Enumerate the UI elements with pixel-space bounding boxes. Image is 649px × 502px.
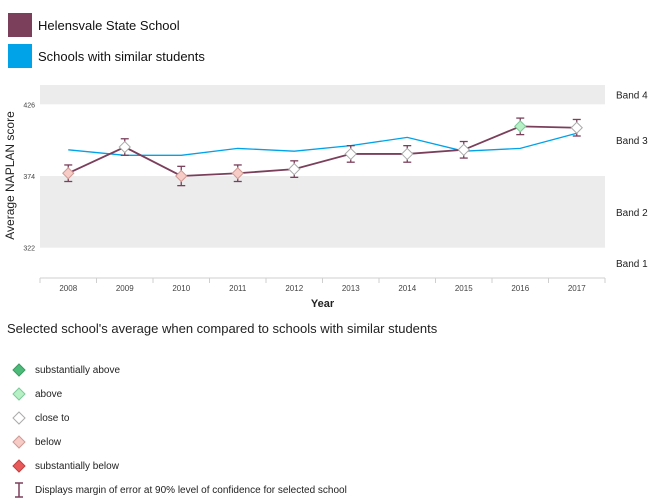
y-tick-label: 322 [23,246,35,253]
key-label: above [35,388,63,400]
x-tick-label: 2017 [568,284,586,293]
x-tick-label: 2012 [285,284,303,293]
key-title: Selected school's average when compared … [7,321,438,336]
naplan-line-chart: Band 4 Band 3 Band 2 Band 1 2008 2009 2010 2011… [3,85,648,310]
x-tick-label: 2009 [116,284,134,293]
diamond-icon [10,361,28,379]
legend-label-similar: Schools with similar students [38,48,205,64]
legend-item-school: Helensvale State School [8,12,205,38]
y-tick-label: 374 [23,174,35,181]
legend-swatch-school [8,13,32,37]
key-item-close-to: close to [10,406,347,430]
key-label: Displays margin of error at 90% level of… [35,484,347,496]
band-label: Band 1 [616,259,648,270]
error-bar-icon [10,481,28,499]
x-tick-label: 2011 [229,284,247,293]
data-point-diamond [175,169,188,183]
band-label: Band 3 [616,136,648,147]
data-point-diamond [514,120,527,133]
chart-legend: Helensvale State School Schools with sim… [8,12,205,74]
key-item-above: above [10,382,347,406]
legend-swatch-similar [8,44,32,68]
x-tick-label: 2016 [511,284,529,293]
x-tick-label: 2010 [172,284,190,293]
legend-item-similar: Schools with similar students [8,43,205,69]
key-label: substantially above [35,364,121,376]
data-point-diamond [288,162,301,176]
data-point-diamond [570,121,583,134]
data-point-diamond [401,147,414,161]
x-tick-label: 2014 [398,284,416,293]
band-label: Band 4 [616,91,648,102]
diamond-icon [10,409,28,427]
key-item-substantially-above: substantially above [10,358,347,382]
key-item-substantially-below: substantially below [10,454,347,478]
series-line-school [67,125,577,177]
series-line-similar-schools [68,132,577,156]
legend-label-school: Helensvale State School [38,17,180,33]
key-label: substantially below [35,460,119,472]
data-point-diamond [231,167,244,180]
band-label: Band 2 [616,208,648,219]
x-tick-label: 2008 [59,284,77,293]
band-shade [40,175,605,248]
key-label: close to [35,412,70,424]
key-item-below: below [10,430,347,454]
x-tick-label: 2013 [342,284,360,293]
diamond-icon [10,433,28,451]
data-point-diamond [457,143,470,156]
band-shade [40,85,605,105]
key-label: below [35,436,62,448]
data-point-diamond [62,167,75,180]
comparison-key: substantially above above close to below… [10,358,347,502]
data-point-diamond [118,140,131,154]
y-tick-label: 426 [23,102,35,109]
y-axis-title: Average NAPLAN score [3,111,17,240]
x-axis-title: Year [311,298,335,310]
diamond-icon [10,457,28,475]
data-point-diamond [344,147,357,161]
x-tick-label: 2015 [455,284,473,293]
diamond-icon [10,385,28,403]
key-item-error-bar: Displays margin of error at 90% level of… [10,478,347,502]
